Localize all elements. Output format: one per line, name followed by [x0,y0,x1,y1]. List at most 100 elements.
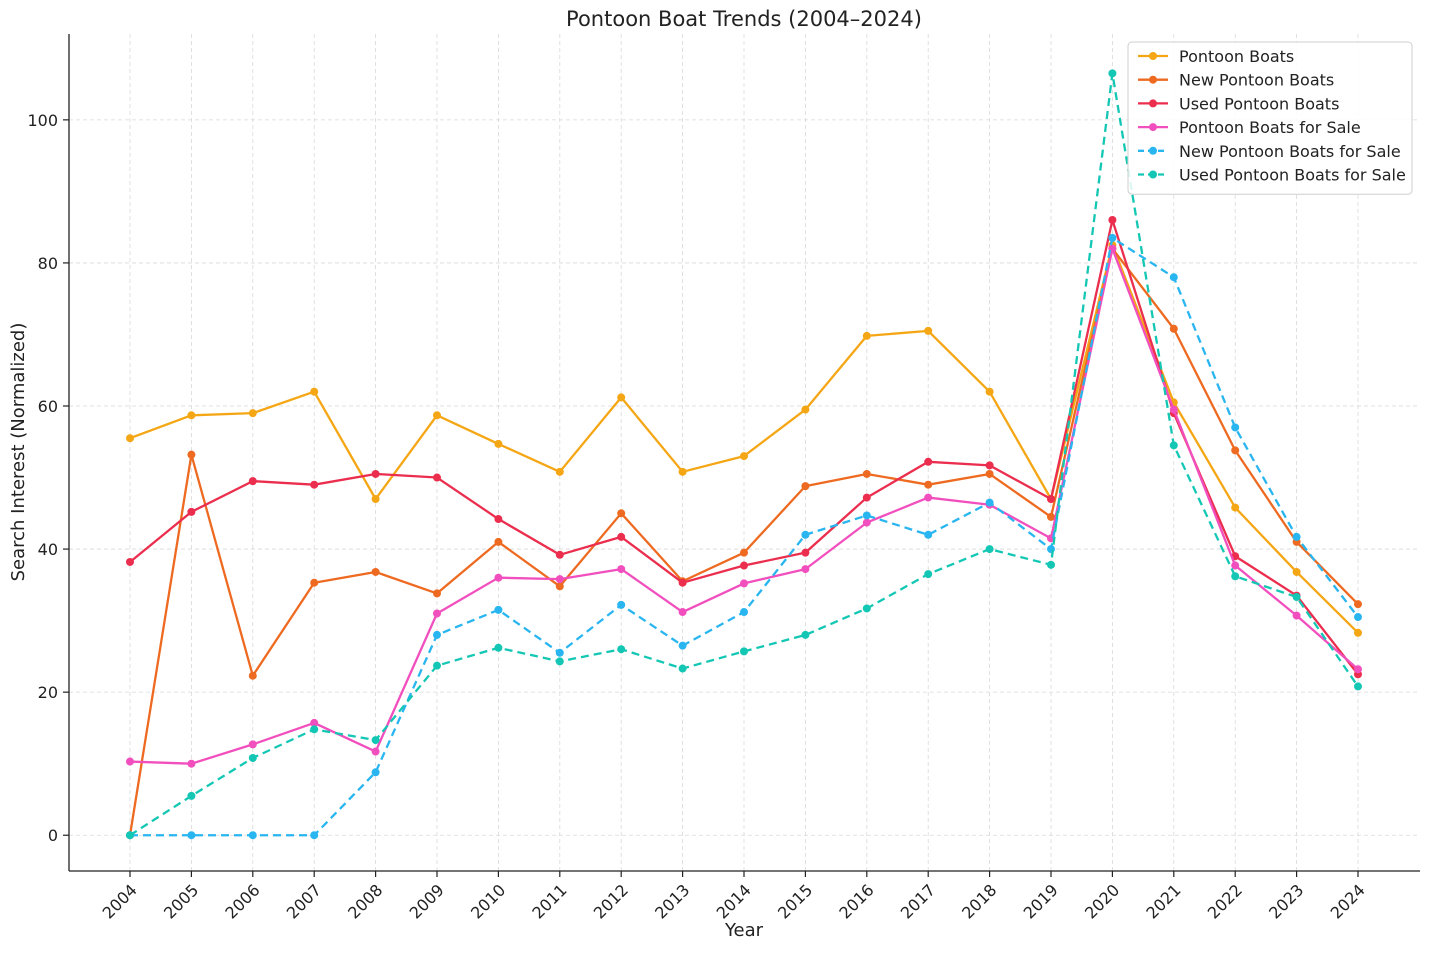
data-point [740,452,748,461]
data-point [555,575,564,584]
data-point [924,570,933,579]
legend-label: New Pontoon Boats for Sale [1179,142,1401,161]
data-point [1108,233,1117,242]
x-tick-label: 2017 [897,880,939,922]
legend-label: Pontoon Boats [1179,47,1294,66]
data-point [494,605,503,614]
legend-marker [1149,146,1157,155]
y-axis-title: Search Interest (Normalized) [8,323,29,582]
data-point [1231,561,1240,570]
x-tick-label: 2007 [283,880,325,922]
legend-marker [1149,123,1157,132]
data-point [555,550,564,559]
data-point [1047,512,1055,521]
data-point [801,630,810,639]
data-point [924,326,933,335]
data-point [371,495,380,503]
data-point [1231,503,1240,512]
data-point [1169,405,1178,414]
data-point [310,578,319,587]
x-tick-label: 2016 [835,880,877,922]
data-point [494,573,503,582]
x-tick-label: 2009 [406,880,448,922]
data-point [678,664,687,673]
data-point [1108,69,1117,78]
data-point [187,507,196,516]
data-point [371,768,380,777]
data-point [740,579,748,588]
data-point [187,411,196,420]
data-point [1354,613,1362,622]
data-point [617,600,626,609]
data-point [801,530,810,539]
data-point [187,450,196,459]
data-point [1354,682,1362,691]
data-point [433,473,441,482]
data-point [617,532,626,541]
data-point [126,434,134,443]
data-point [1047,545,1055,554]
data-point [862,604,871,613]
data-point [1292,611,1301,620]
data-point [248,740,257,749]
data-point [801,405,810,414]
x-tick-label: 2005 [160,880,202,922]
data-point [555,648,564,657]
y-tick-label: 0 [48,826,58,845]
data-point [740,548,748,557]
series-4 [126,244,1362,768]
legend-item: Pontoon Boats [1138,47,1294,66]
data-point [248,671,257,680]
data-point [494,643,503,652]
data-point [985,469,994,478]
legend-marker [1149,75,1157,84]
x-tick-label: 2021 [1142,880,1184,922]
data-point [862,493,871,502]
legend-item: New Pontoon Boats for Sale [1138,142,1401,161]
x-tick-label: 2004 [99,880,141,922]
data-point [801,565,810,574]
x-tick-label: 2022 [1204,880,1246,922]
x-tick-label: 2008 [344,880,386,922]
x-tick-label: 2006 [221,880,263,922]
data-point [371,567,380,576]
data-point [617,509,626,518]
x-tick-label: 2019 [1020,880,1062,922]
data-point [740,561,748,570]
data-point [924,530,933,539]
data-point [248,477,257,486]
data-point [862,331,871,340]
data-point [862,518,871,527]
data-point [248,753,257,762]
data-point [187,831,196,840]
data-point [924,493,933,502]
legend-marker [1149,170,1157,179]
data-point [1169,441,1178,450]
data-point [1047,495,1055,503]
data-point [985,545,994,554]
y-tick-label: 100 [27,111,58,130]
y-tick-label: 80 [38,254,58,273]
legend-marker [1149,52,1157,60]
chart-title: Pontoon Boat Trends (2004–2024) [566,7,922,31]
data-point [1169,273,1178,282]
y-tick-label: 20 [38,683,58,702]
legend-marker [1149,99,1157,108]
legend-label: Used Pontoon Boats [1179,94,1339,113]
data-point [248,409,257,418]
data-point [678,641,687,650]
y-tick-label: 60 [38,397,58,416]
data-point [1231,423,1240,432]
data-point [801,482,810,491]
data-point [371,736,380,745]
legend-label: New Pontoon Boats [1179,71,1334,90]
series-5 [126,233,1362,840]
data-point [433,411,441,420]
data-point [126,757,134,766]
data-point [126,557,134,566]
y-tick-label: 40 [38,540,58,559]
data-point [555,467,564,476]
data-point [187,759,196,768]
